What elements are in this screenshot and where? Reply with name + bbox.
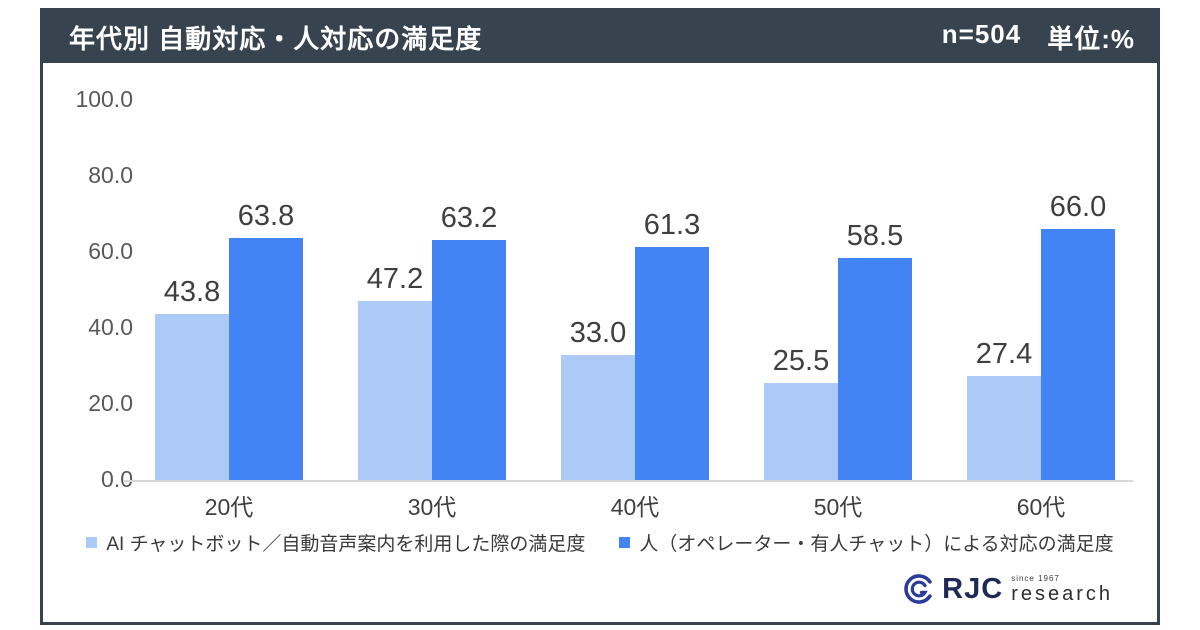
x-axis-category-label: 40代 [610,494,660,520]
bar-value-label: 63.8 [237,200,295,232]
legend-label: AI チャットボット／自動音声案内を利用した際の満足度 [106,534,586,555]
x-axis-category-label: 60代 [1016,494,1066,520]
legend-swatch [619,537,631,548]
legend-swatch [86,537,98,548]
x-axis-category-label: 30代 [407,494,457,520]
logo-word-text: research [1011,582,1113,605]
bar-value-label: 47.2 [366,263,424,295]
bar-value-label: 63.2 [440,202,498,234]
y-axis-tick-label: 100.0 [75,86,133,112]
bar-value-label: 43.8 [163,276,221,308]
bar-human-series [1041,229,1115,480]
legend-label: 人（オペレーター・有人チャット）による対応の満足度 [639,534,1114,555]
logo-text-column: since 1967 research [1011,573,1113,605]
bar-human-series [229,238,303,480]
y-axis-tick-label: 80.0 [88,162,133,188]
bar-ai-series [358,301,432,480]
rjc-circle-mark [904,574,932,604]
bar-value-label: 33.0 [569,317,627,349]
bar-ai-series [155,314,229,480]
logo: RJC since 1967 research [901,571,1113,607]
bar-ai-series [967,376,1041,480]
bar-value-label: 25.5 [772,345,830,377]
chart-title: 年代別 自動対応・人対応の満足度 [69,23,483,54]
x-axis-category-label: 50代 [813,494,863,520]
bar-value-label: 66.0 [1049,191,1107,223]
bar-human-series [838,258,912,480]
bar-ai-series [764,383,838,480]
y-axis-tick-label: 20.0 [88,390,133,416]
bar-human-series [432,240,506,480]
legend: AI チャットボット／自動音声案内を利用した際の満足度 人（オペレーター・有人チャ… [43,529,1157,556]
y-axis-tick-label: 40.0 [88,314,133,340]
y-axis-tick-label: 60.0 [88,238,133,264]
x-axis-category-label: 20代 [204,494,254,520]
sample-size: n=504 [941,18,1022,49]
chart-card: 年代別 自動対応・人対応の満足度 n=504 単位:% 100.0 80.0 60.… [40,8,1160,625]
logo-since-text: since 1967 [1011,573,1060,583]
bar-value-label: 58.5 [846,220,904,252]
bar-human-series [635,247,709,480]
plot-area: 100.0 80.0 60.0 40.0 20.0 0.0 43.8 63.8 20代 47.2 6… [43,63,1157,622]
chart-header: 年代別 自動対応・人対応の満足度 n=504 単位:% [43,11,1157,63]
y-axis-tick-label: 0.0 [101,466,133,492]
bar-value-label: 61.3 [643,209,701,241]
legend-item: AI チャットボット／自動音声案内を利用した際の満足度 [86,529,585,556]
bar-ai-series [561,355,635,480]
unit-label: 単位:% [1047,23,1135,54]
x-axis-line [123,480,1133,482]
logo-brand-text: RJC [942,572,1004,605]
chart-meta: n=504 単位:% [942,19,1135,56]
bar-value-label: 27.4 [975,338,1033,370]
chart-card-inner: 年代別 自動対応・人対応の満足度 n=504 単位:% 100.0 80.0 60.… [43,11,1157,622]
legend-item: 人（オペレーター・有人チャット）による対応の満足度 [619,529,1114,556]
